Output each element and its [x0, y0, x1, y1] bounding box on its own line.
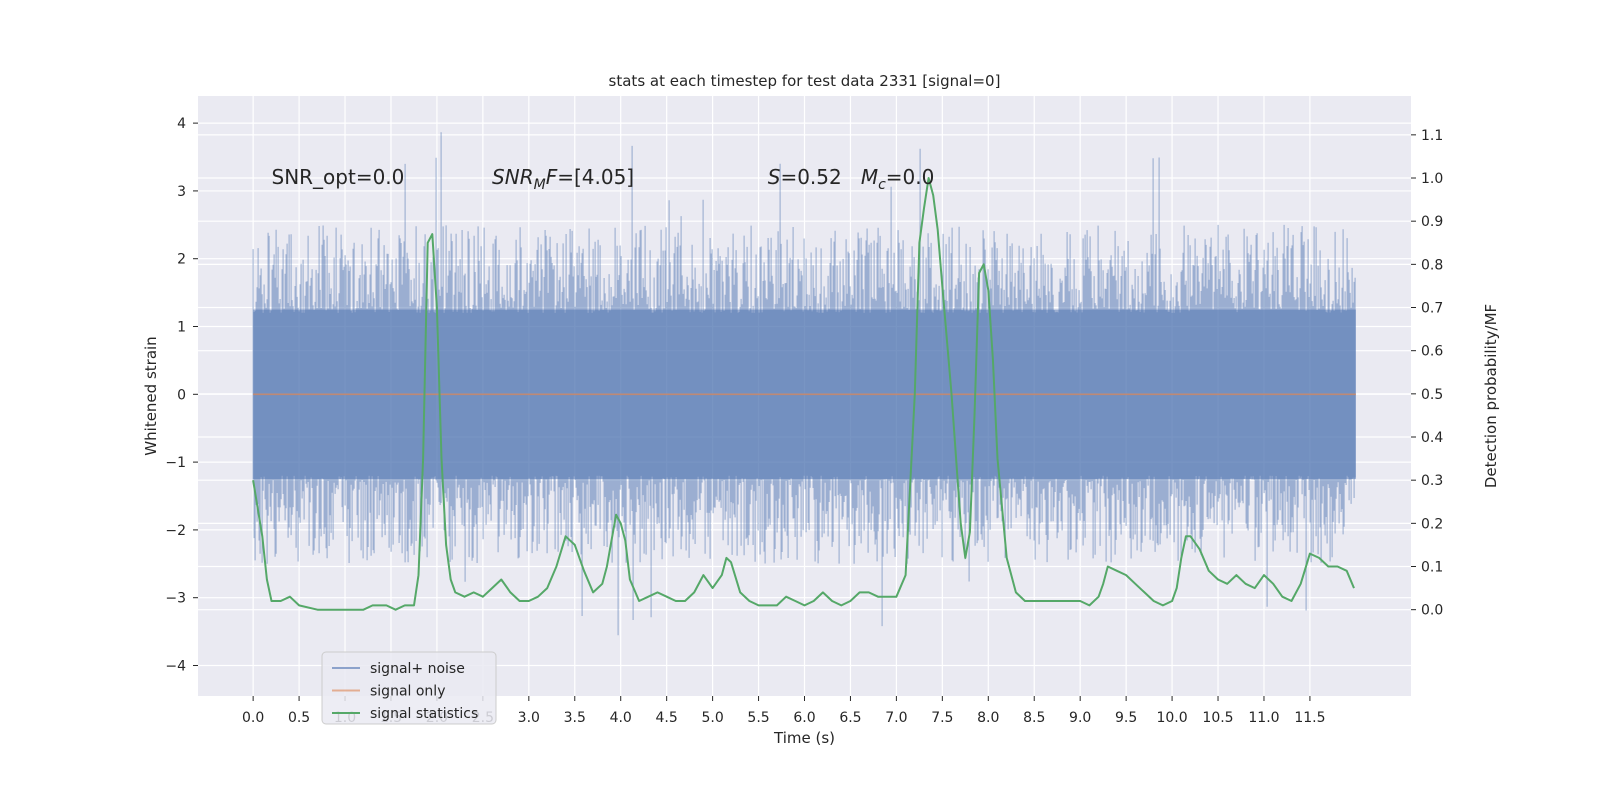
x-tick-label: 10.5 [1202, 710, 1233, 726]
y-right-tick-label: 1.0 [1421, 171, 1443, 187]
annotation-snr-opt: SNR_opt=0.0 [272, 165, 405, 189]
x-tick-label: 10.0 [1156, 710, 1187, 726]
y-right-tick-label: 0.0 [1421, 603, 1443, 619]
x-tick-label: 11.5 [1294, 710, 1325, 726]
y-right-tick-label: 0.3 [1421, 473, 1443, 489]
x-axis-label: Time (s) [773, 729, 835, 747]
x-tick-label: 8.0 [977, 710, 999, 726]
y-right-tick-label: 1.1 [1421, 128, 1443, 144]
y-tick-label: −1 [165, 455, 186, 471]
y-tick-label: 3 [177, 184, 186, 200]
y-tick-label: 2 [177, 252, 186, 268]
chart-title: stats at each timestep for test data 233… [609, 72, 1001, 90]
x-tick-label: 7.0 [885, 710, 907, 726]
y-right-tick-label: 0.7 [1421, 301, 1443, 317]
annotation-s-mc: S=0.52 Mc=0.0 [768, 165, 935, 193]
signal-statistics-line [252, 177, 1355, 611]
legend: signal+ noise signal only signal statistic… [321, 651, 497, 725]
y-right-tick-label: 0.8 [1421, 257, 1443, 273]
legend-label: signal+ noise [370, 661, 465, 677]
x-tick-label: 8.5 [1023, 710, 1045, 726]
y-tick-label: −2 [165, 523, 186, 539]
y-tick-label: 1 [177, 320, 186, 336]
annotation-snr-mf: SNRMF=[4.05] [492, 165, 634, 193]
y-right-tick-label: 0.1 [1421, 560, 1443, 576]
legend-label: signal only [370, 684, 445, 700]
x-tick-label: 3.5 [564, 710, 586, 726]
x-tick-label: 7.5 [931, 710, 953, 726]
y-tick-label: −4 [165, 658, 186, 674]
x-tick-label: 5.0 [701, 710, 723, 726]
x-tick-label: 9.0 [1069, 710, 1091, 726]
x-tick-label: 5.5 [747, 710, 769, 726]
legend-box [321, 651, 497, 725]
series-signal-statistics [252, 177, 1355, 611]
legend-label: signal statistics [370, 706, 478, 722]
x-tick-label: 9.5 [1115, 710, 1137, 726]
x-tick-label: 6.5 [839, 710, 861, 726]
axis-ticks: 0.00.51.01.52.02.53.03.54.04.55.05.56.06… [165, 116, 1443, 726]
x-tick-label: 6.0 [793, 710, 815, 726]
y-axis-label: Whitened strain [142, 336, 160, 455]
y-tick-label: −3 [165, 591, 186, 607]
y-right-tick-label: 0.5 [1421, 387, 1443, 403]
annotations: SNR_opt=0.0 SNRMF=[4.05] S=0.52 Mc=0.0 [272, 165, 935, 193]
x-tick-label: 4.0 [610, 710, 632, 726]
y-right-axis-label: Detection probability/MF [1482, 304, 1500, 488]
x-tick-label: 0.5 [288, 710, 310, 726]
x-tick-label: 11.0 [1248, 710, 1279, 726]
y-right-tick-label: 0.9 [1421, 214, 1443, 230]
y-right-tick-label: 0.4 [1421, 430, 1443, 446]
x-tick-label: 3.0 [518, 710, 540, 726]
x-tick-label: 0.0 [242, 710, 264, 726]
y-right-tick-label: 0.6 [1421, 344, 1443, 360]
y-tick-label: 4 [177, 116, 186, 132]
y-right-tick-label: 0.2 [1421, 516, 1443, 532]
y-tick-label: 0 [177, 387, 186, 403]
x-tick-label: 4.5 [656, 710, 678, 726]
